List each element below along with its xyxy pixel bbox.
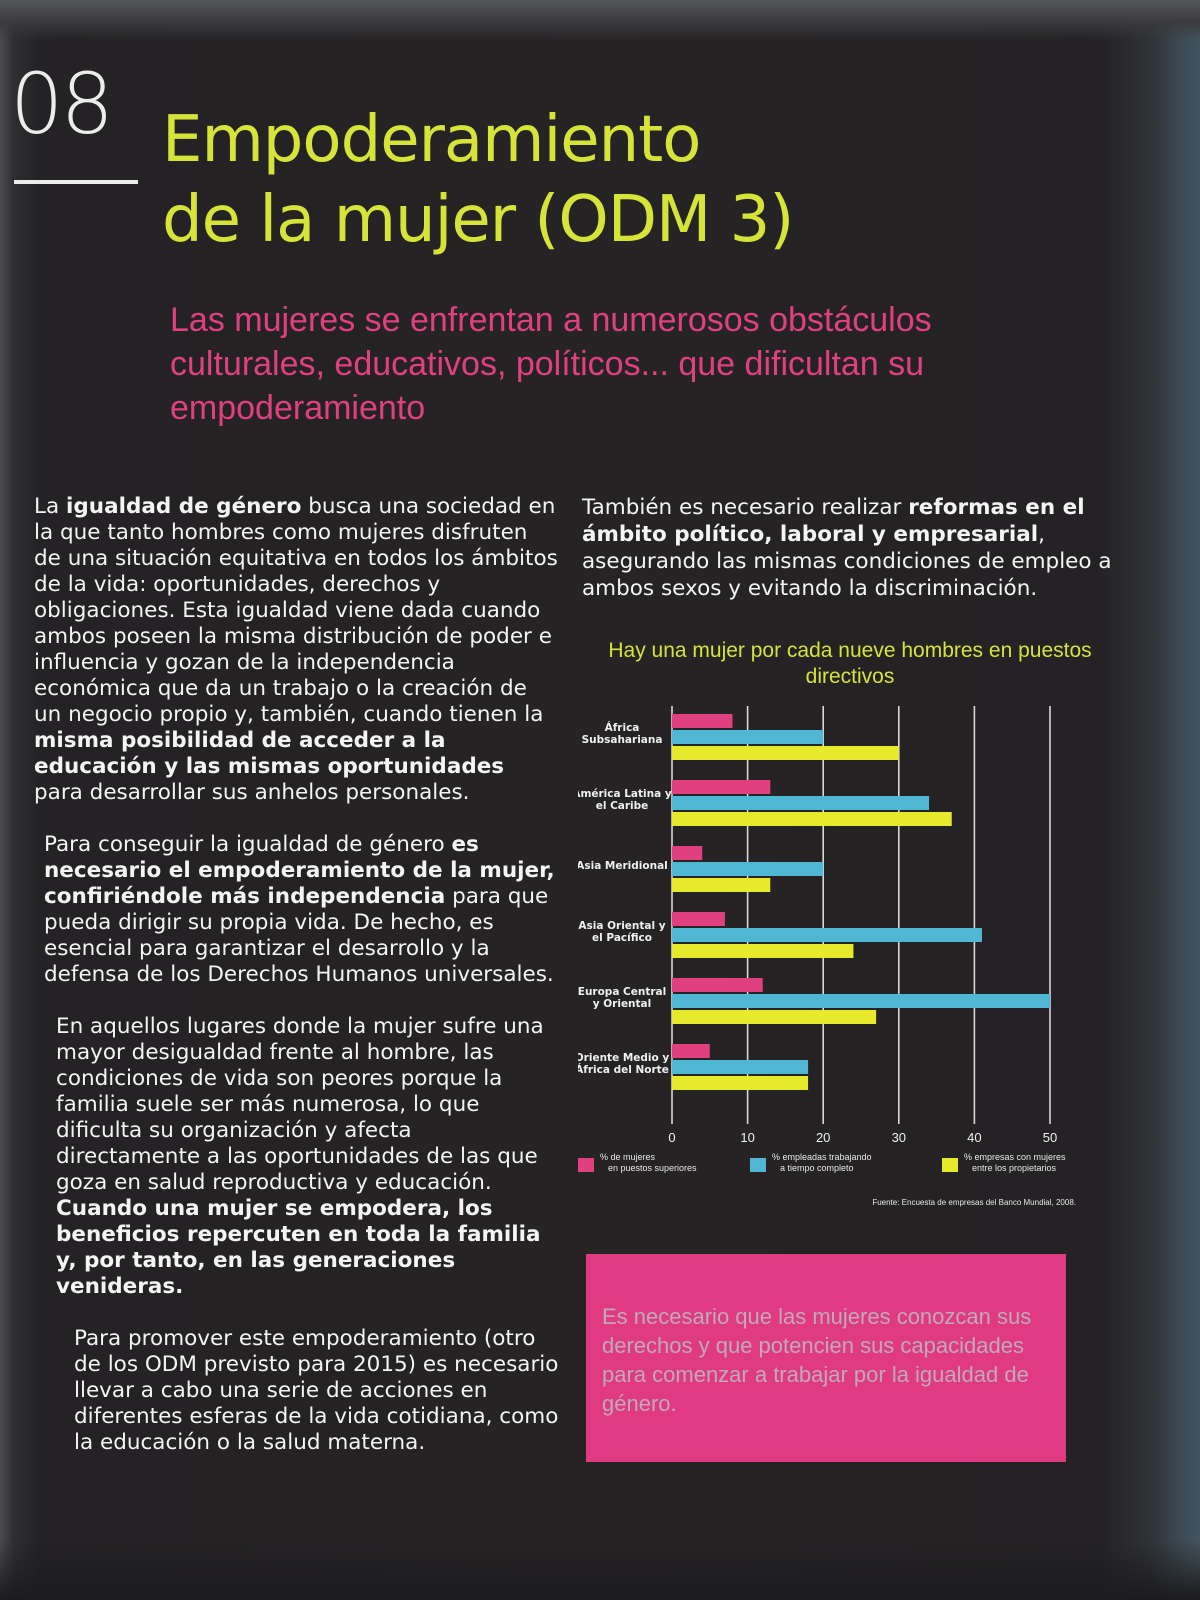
- callout-box: Es necesario que las mujeres conozcan su…: [586, 1254, 1066, 1462]
- bar: [672, 1010, 877, 1024]
- category-label: Asia Oriental y: [578, 920, 665, 932]
- bar: [672, 862, 824, 876]
- category-label: África: [605, 721, 640, 734]
- bold-text: igualdad de género: [66, 494, 302, 519]
- top-edge-shadow: [0, 0, 1200, 40]
- chart-title: Hay una mujer por cada nueve hombres en …: [608, 639, 1092, 688]
- body-text: para desarrollar sus anhelos personales.: [34, 780, 470, 805]
- category-label: y Oriental: [593, 998, 652, 1010]
- category-label: Asia Meridional: [578, 860, 668, 872]
- category-label: el Pacífico: [592, 932, 652, 944]
- category-label: África del Norte: [578, 1063, 669, 1076]
- title-line-1: Empoderamiento: [162, 103, 701, 177]
- category-label: Europa Central: [578, 986, 666, 998]
- legend-label: % de mujeres en puestos superiores: [600, 1152, 697, 1173]
- body-text: , asegurando las mismas condiciones de e…: [582, 522, 1112, 601]
- category-label: Oriente Medio y: [578, 1052, 669, 1064]
- bar: [672, 878, 771, 892]
- body-text: También es necesario realizar: [582, 495, 909, 520]
- page-title: Empoderamiento de la mujer (ODM 3): [162, 100, 794, 260]
- bold-text: Cuando una mujer se empodera, los benefi…: [56, 1196, 541, 1299]
- category-label: América Latina y: [578, 788, 672, 800]
- x-tick-label: 0: [668, 1130, 675, 1145]
- page-subtitle: Las mujeres se enfrentan a numerosos obs…: [170, 301, 932, 427]
- body-text: La: [34, 494, 66, 519]
- x-tick-label: 10: [740, 1130, 754, 1145]
- callout-text: Es necesario que las mujeres conozcan su…: [602, 1304, 1032, 1416]
- bar: [672, 730, 824, 744]
- bar: [672, 978, 763, 992]
- body-text: Para promover este empoderamiento (otro …: [74, 1326, 559, 1455]
- body-text: Para conseguir la igualdad de género: [44, 832, 452, 857]
- title-line-2: de la mujer (ODM 3): [162, 183, 794, 257]
- bar: [672, 746, 899, 760]
- right-paragraph-1: También es necesario realizar reformas e…: [582, 494, 1122, 602]
- bar: [672, 780, 771, 794]
- x-tick-label: 20: [816, 1130, 830, 1145]
- category-label: Subsahariana: [582, 734, 663, 746]
- bar: [672, 846, 703, 860]
- legend-swatch: [750, 1158, 766, 1172]
- bar: [672, 944, 854, 958]
- bar: [672, 1060, 809, 1074]
- bar: [672, 1076, 809, 1090]
- legend-label: % empresas con mujeres entre los propieta…: [964, 1152, 1066, 1173]
- x-tick-label: 40: [967, 1130, 981, 1145]
- category-label: el Caribe: [596, 800, 649, 812]
- x-tick-label: 50: [1043, 1130, 1057, 1145]
- legend-swatch: [578, 1158, 594, 1172]
- bold-text: misma posibilidad de acceder a la educac…: [34, 728, 505, 779]
- bottom-edge-shadow: [0, 1540, 1200, 1600]
- bar: [672, 796, 930, 810]
- bar: [672, 912, 725, 926]
- bar: [672, 1044, 710, 1058]
- bar: [672, 812, 952, 826]
- section-number: 08: [10, 55, 114, 153]
- legend-label: % empleadas trabajando a tiempo completo: [772, 1152, 872, 1173]
- right-column: También es necesario realizar reformas e…: [582, 494, 1122, 602]
- chart-source: Fuente: Encuesta de empresas del Banco M…: [872, 1198, 1076, 1207]
- paragraph-3: En aquellos lugares donde la mujer sufre…: [56, 1014, 559, 1300]
- legend-swatch: [942, 1158, 958, 1172]
- body-text: En aquellos lugares donde la mujer sufre…: [56, 1014, 544, 1195]
- bar: [672, 994, 1050, 1008]
- paragraph-2: Para conseguir la igualdad de género es …: [44, 832, 559, 988]
- bar: [672, 714, 733, 728]
- bar: [672, 928, 982, 942]
- bold-text: reformas en el ámbito político, laboral …: [582, 495, 1085, 547]
- paragraph-4: Para promover este empoderamiento (otro …: [74, 1326, 559, 1456]
- body-text: para que pueda dirigir su propia vida. D…: [44, 884, 554, 987]
- paragraph-1: La igualdad de género busca una sociedad…: [34, 494, 559, 806]
- section-number-underline: [14, 180, 138, 184]
- bold-text: es necesario el empoderamiento de la muj…: [44, 832, 555, 909]
- left-column: La igualdad de género busca una sociedad…: [34, 494, 559, 1482]
- body-text: busca una sociedad en la que tanto hombr…: [34, 494, 558, 727]
- x-tick-label: 30: [892, 1130, 906, 1145]
